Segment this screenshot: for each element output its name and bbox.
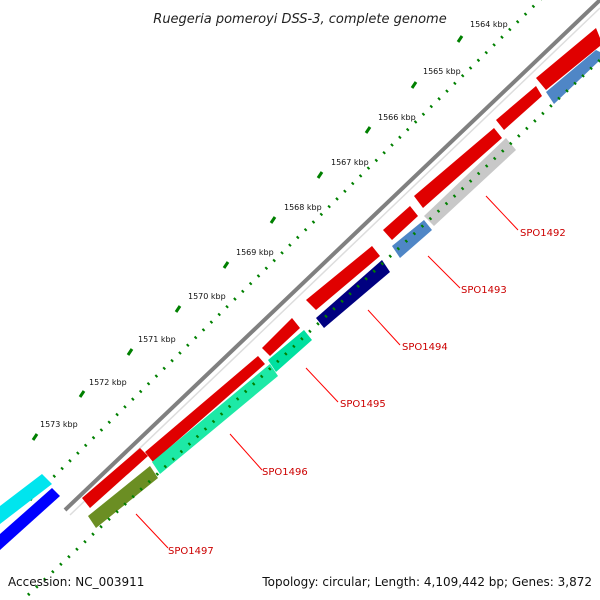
scale-label: 1570 kbp [188,292,226,301]
forward-gene-arrow[interactable] [306,246,380,310]
forward-gene-arrow[interactable] [145,356,265,462]
forward-gene-arrow[interactable] [536,28,600,90]
cyan-gene-arrow[interactable] [0,474,52,524]
gene-spo1494-arrow[interactable] [316,260,390,328]
forward-strand-genes [82,28,600,508]
gene-label-spo1494[interactable]: SPO1494 [402,342,448,353]
backbone-highlight [69,7,600,516]
genome-backbone [63,0,600,516]
major-tick [31,433,39,441]
gene-labels: SPO1492 SPO1493 SPO1494 SPO1495 SPO1496 … [168,228,566,557]
scale-label: 1564 kbp [470,20,508,29]
scale-label: 1568 kbp [284,203,322,212]
leader-line [305,367,339,403]
scale-label: 1566 kbp [378,113,416,122]
leader-line [135,513,169,549]
major-tick [364,126,372,134]
gene-partial-arrow[interactable] [546,50,600,104]
forward-gene-arrow[interactable] [82,448,148,508]
major-tick [316,171,324,179]
forward-gene-arrow[interactable] [496,86,542,130]
gene-label-spo1495[interactable]: SPO1495 [340,399,386,410]
major-tick [269,216,277,224]
scale-label: 1572 kbp [89,378,127,387]
left-partial-genes [0,474,60,550]
major-tick [456,35,464,43]
outer-tick-track [28,0,543,502]
scale-label: 1565 kbp [423,67,461,76]
leader-line [427,255,461,289]
gene-spo1497-arrow[interactable] [88,466,158,528]
major-tick [410,81,418,89]
major-ticks [31,35,464,441]
map-title: Ruegeria pomeroyi DSS-3, complete genome [153,12,446,27]
scale-label: 1569 kbp [236,248,274,257]
reverse-strand-genes [88,50,600,528]
gene-label-spo1496[interactable]: SPO1496 [262,467,308,478]
scale-label: 1567 kbp [331,158,369,167]
forward-gene-arrow[interactable] [383,206,418,240]
inner-dotted-line [26,58,600,597]
label-leaders [135,195,519,549]
gene-spo1493-arrow[interactable] [392,220,432,258]
scale-label: 1571 kbp [138,335,176,344]
topology-text: Topology: circular; Length: 4,109,442 bp… [261,575,592,589]
blue-gene-arrow[interactable] [0,488,60,550]
gene-label-spo1497[interactable]: SPO1497 [168,546,214,557]
gene-label-spo1493[interactable]: SPO1493 [461,285,507,296]
major-tick [222,261,230,269]
outer-dotted-line [28,0,543,502]
accession-text: Accession: NC_003911 [8,575,144,589]
inner-tick-track [26,58,600,597]
forward-gene-arrow[interactable] [262,318,300,356]
backbone-line [63,0,600,512]
scale-label: 1573 kbp [40,420,78,429]
leader-line [229,433,263,471]
major-tick [78,390,86,398]
leader-line [485,195,519,231]
major-tick [174,305,182,313]
scale-labels: 1564 kbp 1565 kbp 1566 kbp 1567 kbp 1568… [40,20,508,429]
leader-line [367,309,401,346]
major-tick [126,348,134,356]
gene-label-spo1492[interactable]: SPO1492 [520,228,566,239]
forward-gene-arrow[interactable] [414,128,502,208]
